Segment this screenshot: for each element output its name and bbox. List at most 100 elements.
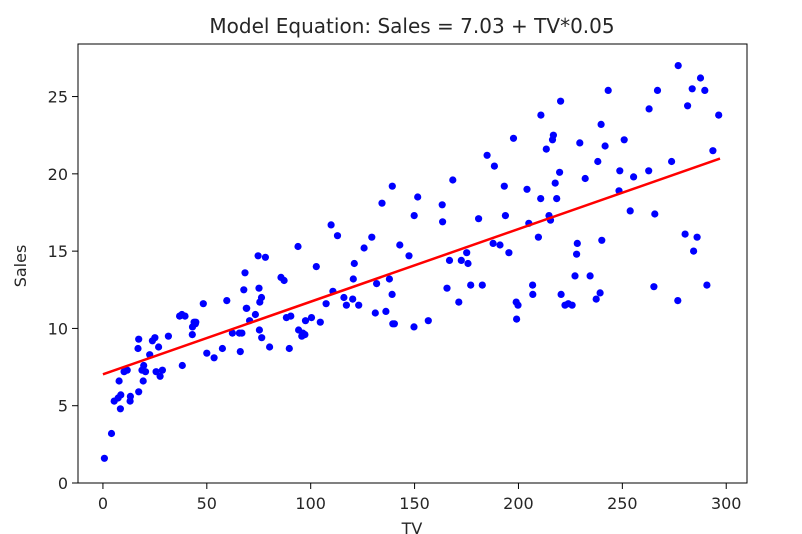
data-point [651, 210, 659, 218]
data-point [116, 405, 124, 413]
data-point [568, 301, 576, 309]
data-point [573, 239, 581, 247]
data-point [537, 195, 545, 203]
data-point [703, 281, 711, 289]
data-point [630, 173, 638, 181]
data-point [449, 176, 457, 184]
data-point [342, 301, 350, 309]
data-point [626, 207, 634, 215]
data-point [117, 391, 125, 399]
data-point [178, 361, 186, 370]
data-point [688, 85, 696, 93]
data-point [371, 309, 379, 317]
data-point [549, 131, 558, 139]
data-point [455, 298, 463, 306]
data-point [164, 332, 172, 340]
x-tick-label: 150 [399, 494, 430, 513]
data-point [601, 142, 609, 150]
data-point [100, 454, 108, 462]
y-tick-label: 20 [48, 165, 68, 184]
data-point [188, 331, 196, 339]
data-point [500, 182, 508, 190]
data-point [489, 239, 497, 247]
data-point [405, 252, 413, 260]
data-point [241, 269, 249, 277]
data-point [534, 233, 543, 241]
data-point [312, 263, 320, 271]
data-point [181, 312, 189, 320]
data-point [255, 284, 263, 292]
data-point [140, 361, 148, 370]
data-point [316, 318, 324, 326]
data-point [294, 242, 302, 251]
data-point [542, 145, 550, 153]
data-point [203, 349, 211, 357]
data-point [674, 62, 682, 70]
data-point [385, 275, 393, 283]
data-point [523, 185, 531, 193]
data-point [254, 252, 262, 260]
data-point [410, 323, 418, 331]
data-point [223, 297, 231, 305]
data-point [210, 354, 218, 362]
y-tick-label: 5 [58, 397, 68, 416]
data-point [596, 289, 604, 297]
data-point [501, 212, 509, 220]
y-tick-label: 0 [58, 474, 68, 493]
data-point [478, 281, 486, 289]
data-point [581, 174, 589, 183]
data-point [322, 300, 330, 308]
plot-frame [77, 43, 748, 484]
data-point [594, 157, 602, 166]
data-point [261, 253, 269, 261]
data-point [107, 429, 116, 438]
data-point [537, 111, 545, 119]
data-point [701, 86, 709, 94]
data-point [236, 348, 244, 356]
data-point [135, 388, 143, 396]
data-point [616, 167, 624, 175]
data-point [467, 281, 475, 289]
data-point [715, 111, 723, 119]
data-point [287, 312, 295, 320]
y-axis-ticks: 0 5 10 15 20 25 [48, 88, 78, 493]
data-point [158, 366, 166, 374]
data-point [438, 201, 446, 209]
data-point [529, 281, 537, 289]
data-point [141, 368, 150, 376]
points-layer [100, 62, 723, 462]
data-point [257, 293, 266, 302]
data-point [349, 295, 357, 303]
data-point [155, 343, 163, 351]
x-axis-ticks: 0 50 100 150 200 250 300 [98, 483, 741, 513]
data-point [414, 193, 422, 201]
data-point [496, 241, 504, 249]
data-point [604, 86, 612, 94]
data-point [457, 256, 465, 264]
data-point [255, 326, 263, 334]
data-point [333, 232, 342, 240]
data-point [505, 249, 513, 257]
data-point [266, 343, 274, 351]
data-point [709, 147, 717, 155]
data-point [115, 377, 123, 385]
y-tick-label: 15 [48, 242, 68, 261]
data-point [674, 297, 682, 305]
x-tick-label: 200 [503, 494, 534, 513]
data-point [598, 236, 606, 244]
data-point [134, 344, 142, 353]
data-point [368, 233, 376, 241]
data-point [668, 157, 676, 166]
data-point [645, 167, 653, 175]
data-point [592, 295, 600, 303]
data-point [551, 179, 559, 187]
data-point [139, 377, 147, 385]
data-point [653, 86, 662, 94]
data-point [156, 372, 164, 380]
x-axis-label: TV [401, 519, 423, 534]
data-point [350, 259, 358, 268]
data-point [396, 241, 404, 249]
data-point [557, 97, 565, 105]
data-point [373, 280, 381, 288]
regression-line [102, 157, 721, 376]
